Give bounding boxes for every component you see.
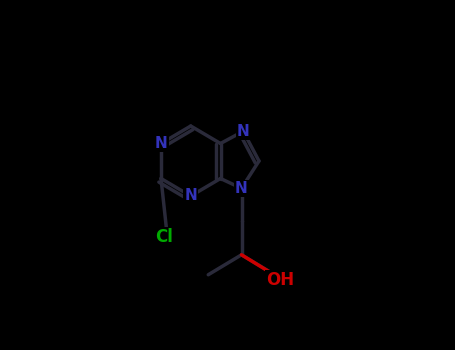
Text: N: N: [155, 136, 167, 151]
Text: OH: OH: [266, 271, 294, 289]
Text: Cl: Cl: [155, 228, 173, 246]
Text: N: N: [237, 124, 250, 139]
Text: N: N: [184, 189, 197, 203]
Text: N: N: [235, 181, 248, 196]
